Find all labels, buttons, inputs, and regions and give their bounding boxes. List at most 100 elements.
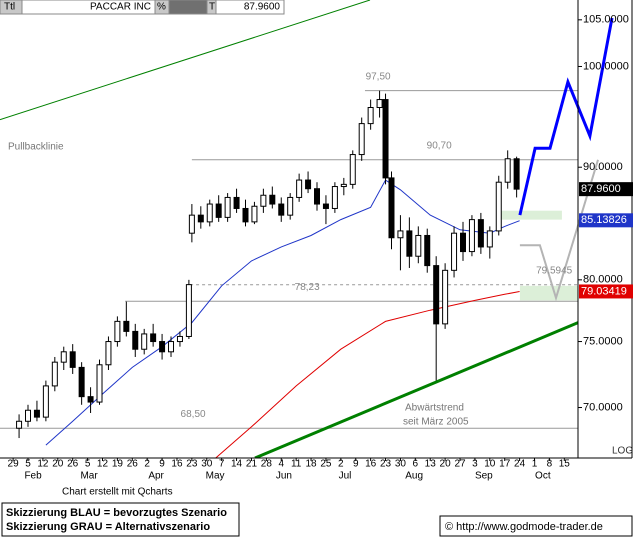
annotation: seit März 2005 — [403, 417, 469, 428]
plot — [0, 0, 614, 458]
candle-body — [114, 320, 121, 343]
legend-box — [1, 502, 240, 537]
candle-body — [278, 203, 285, 216]
x-tick-label: 30 — [201, 459, 213, 470]
x-tick-label: 1 — [532, 459, 538, 470]
candle-body — [215, 203, 222, 218]
candle-body — [331, 186, 338, 209]
candle-body — [69, 351, 76, 368]
x-tick-label: 29 — [8, 459, 20, 470]
x-tick-label: 5 — [25, 459, 31, 470]
candle-body — [415, 234, 422, 257]
zone — [519, 285, 578, 301]
x-tick-label: 24 — [514, 459, 526, 470]
x-tick-label: 9 — [159, 459, 165, 470]
x-tick-label: 5 — [85, 459, 91, 470]
x-tick-label: 12 — [37, 459, 49, 470]
candle-body — [224, 196, 231, 218]
candle-body — [242, 207, 249, 223]
x-tick-label: 27 — [454, 459, 466, 470]
level-label: 78,23 — [295, 282, 320, 293]
price-tag-label: 85.13826 — [581, 214, 627, 226]
legend-blue: Skizzierung BLAU = bevorzugtes Szenario — [6, 507, 227, 519]
candle-body — [406, 230, 413, 257]
trendline — [0, 0, 371, 121]
header: Ttl PACCAR INC % T 87.9600 — [0, 0, 285, 15]
month-label: Sep — [475, 471, 493, 482]
x-tick-label: 16 — [171, 459, 183, 470]
price-tag — [579, 182, 633, 197]
candle-body — [322, 203, 329, 209]
candle-body — [296, 179, 303, 198]
x-tick-label: 8 — [547, 459, 553, 470]
candle-body — [477, 219, 484, 248]
candle-body — [233, 196, 240, 209]
x-tick-label: 23 — [186, 459, 198, 470]
copyright: © http://www.godmode-trader.de — [445, 521, 603, 533]
x-tick-label: 20 — [52, 459, 64, 470]
x-tick-label: 28 — [261, 459, 273, 470]
candle-body — [504, 158, 511, 183]
candle-body — [96, 364, 103, 403]
price-tag — [579, 213, 633, 228]
candle-body — [287, 196, 294, 216]
candle-body — [424, 234, 431, 267]
trendline — [254, 321, 579, 458]
candle-body — [168, 341, 175, 353]
zone — [499, 210, 562, 220]
candle-body — [51, 361, 58, 387]
candle-body — [376, 99, 383, 109]
annotation: Pullbacklinie — [8, 142, 64, 153]
candle-body — [495, 181, 502, 232]
x-tick-label: 23 — [380, 459, 392, 470]
candle-body — [513, 158, 520, 190]
candle-body — [382, 99, 389, 179]
candle-body — [251, 205, 258, 223]
pct: % — [157, 2, 166, 13]
candle-body — [388, 177, 395, 239]
price-tag-label: 87.9600 — [581, 183, 621, 195]
candle-body — [78, 366, 85, 398]
x-tick-label: 2 — [144, 459, 150, 470]
price-tag — [579, 284, 633, 299]
x-tick-label: 14 — [231, 459, 243, 470]
level-label: 68,50 — [181, 409, 206, 420]
x-tick-label: 25 — [320, 459, 332, 470]
month-label: Jul — [339, 471, 352, 482]
candle-body — [25, 409, 32, 422]
candle-body — [468, 219, 475, 253]
last-box — [215, 0, 285, 15]
y-tick-label: 80.0000 — [583, 274, 623, 286]
y-tick-label: 75.0000 — [583, 335, 623, 347]
candle-body — [150, 333, 157, 343]
candle-body — [269, 194, 276, 205]
x-tick-label: 17 — [499, 459, 511, 470]
annotation: Abwärtstrend — [405, 403, 464, 414]
month-label: Oct — [535, 471, 551, 482]
candle-body — [314, 188, 321, 205]
scale-label: LOG — [612, 446, 633, 457]
candle-body — [451, 232, 458, 271]
candle-body — [87, 396, 94, 403]
x-tick-label: 13 — [425, 459, 437, 470]
candle-body — [42, 385, 49, 418]
candle-body — [433, 265, 440, 325]
candle-body — [123, 320, 130, 332]
candle-body — [305, 179, 312, 190]
trendline — [518, 17, 614, 216]
t: T — [209, 2, 215, 13]
month-label: Apr — [148, 471, 164, 482]
month-label: Mar — [80, 471, 98, 482]
level-label: 97,50 — [366, 71, 391, 82]
candle-body — [16, 420, 23, 429]
month-label: Jun — [276, 471, 292, 482]
candle-body — [132, 330, 139, 350]
candle-body — [367, 107, 374, 125]
legend-gray: Skizzierung GRAU = Alternativszenario — [6, 521, 210, 533]
copyright-box — [439, 515, 633, 537]
x-tick-label: 4 — [278, 459, 284, 470]
ttl: Ttl — [4, 2, 15, 13]
candle-body — [60, 351, 67, 363]
